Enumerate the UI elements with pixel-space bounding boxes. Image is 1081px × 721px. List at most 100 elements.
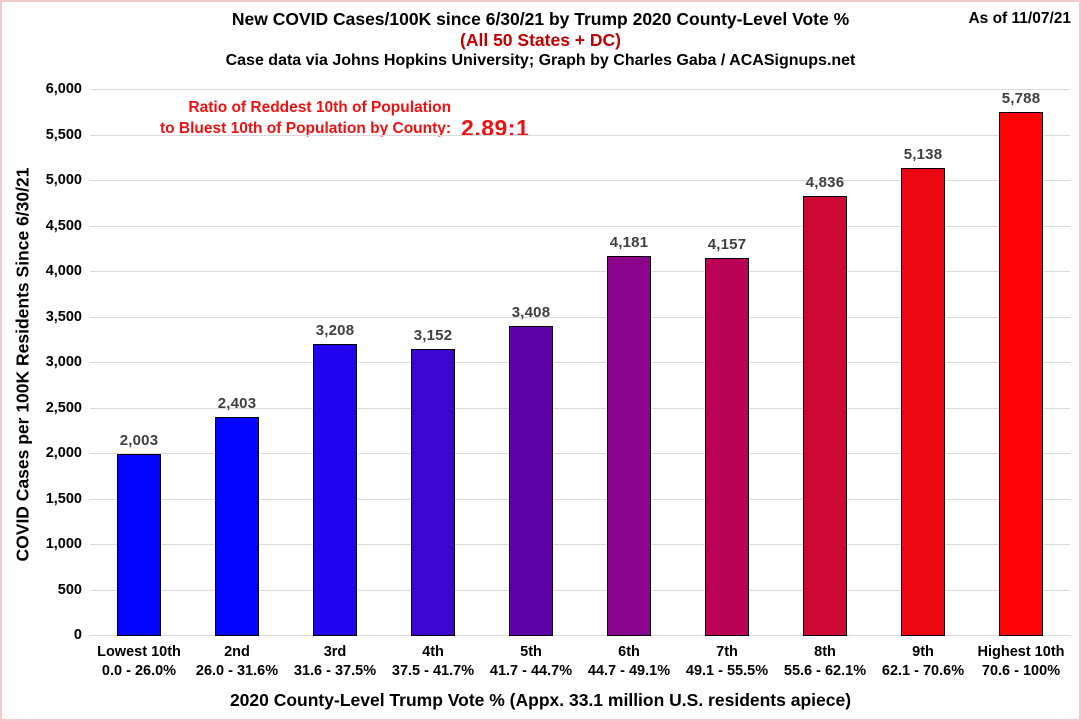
bar [705,257,749,636]
gridline-5500 [90,134,1070,136]
ratio-line-2: to Bluest 10th of Population by County: [160,119,452,137]
plot-area: 2,003 2,403 3,208 3,152 3,408 4,181 4,157 4,836… [90,89,1070,636]
x-tick-tier: 6th [618,644,640,660]
y-tick-label: 2,500 [45,399,82,416]
bar-slot: 3,152 [384,90,482,636]
y-tick-label: 500 [57,581,82,598]
x-tick-tier: 5th [520,644,542,660]
gridline-6000 [90,89,1070,90]
bar-value-label: 2,403 [217,395,257,413]
ratio-annotation: Ratio of Reddest 10th of Population to B… [160,98,530,141]
bar-value-label: 4,181 [609,233,649,251]
x-tick-range: 0.0 - 26.0% [101,663,177,680]
bar [901,168,945,636]
x-tick-label: 8th 55.6 - 62.1% [776,643,874,681]
x-tick-range: 41.7 - 44.7% [489,663,573,680]
x-tick-label: Lowest 10th 0.0 - 26.0% [90,643,188,681]
x-tick-label: 9th 62.1 - 70.6% [874,643,972,681]
bar [999,112,1043,636]
x-tick-range: 44.7 - 49.1% [587,663,671,680]
gridline-2000 [90,453,1070,454]
gridline-3000 [90,362,1070,363]
x-tick-tier: 8th [814,644,836,660]
y-tick-label: 3,500 [45,308,82,325]
y-tick-label: 6,000 [45,81,82,97]
bar-value-label: 4,157 [707,235,747,253]
bar-slot: 3,208 [286,90,384,636]
bar-value-label: 5,788 [1001,90,1041,107]
y-tick-label: 2,000 [45,445,82,461]
x-tick-range: 31.6 - 37.5% [293,663,377,680]
bar-slot: 5,788 [972,90,1070,636]
bar [509,325,553,636]
gridline-500 [90,589,1070,591]
gridline-5000 [90,180,1070,181]
ratio-annotation-text: Ratio of Reddest 10th of Population to B… [160,98,451,140]
bar [607,255,651,636]
y-axis-ticks: 0 500 1,000 1,500 2,000 2,500 3,000 3,500 4,000 4… [2,81,82,643]
bar-slot: 3,408 [482,90,580,636]
bar [117,453,161,636]
bar-slot: 5,138 [874,90,972,636]
x-tick-label: 3rd 31.6 - 37.5% [286,643,384,681]
bar-slot: 4,157 [678,90,776,636]
x-tick-label: 5th 41.7 - 44.7% [482,643,580,681]
y-tick-label: 5,500 [45,126,82,143]
x-tick-range: 55.6 - 62.1% [783,663,867,680]
bar-value-label: 3,408 [511,303,551,321]
x-tick-range: 49.1 - 55.5% [685,663,769,680]
chart-credit: Case data via Johns Hopkins University; … [225,52,856,69]
x-tick-tier: 7th [716,644,738,660]
x-tick-label: Highest 10th 70.6 - 100% [972,643,1070,681]
y-tick-label: 3,000 [45,354,82,370]
x-axis-ticks: Lowest 10th 0.0 - 26.0% 2nd 26.0 - 31.6% 3rd… [90,643,1070,681]
bar-value-label: 2,003 [119,431,159,449]
x-tick-tier: Highest 10th [977,644,1065,660]
chart-subtitle: (All 50 States + DC) [460,30,621,50]
gridline-1500 [90,498,1070,500]
x-tick-tier: 4th [422,644,444,660]
y-tick-label: 4,500 [45,217,82,234]
x-tick-tier: 9th [912,644,934,660]
bar-slot: 4,181 [580,90,678,636]
as-of-date: As of 11/07/21 [968,10,1071,27]
gridline-4000 [90,271,1070,272]
gridline-2500 [90,407,1070,409]
bar-series: 2,003 2,403 3,208 3,152 3,408 4,181 4,157 4,836… [90,90,1070,636]
chart-title: New COVID Cases/100K since 6/30/21 by Tr… [231,9,850,29]
bar-slot: 4,836 [776,90,874,636]
bar-slot: 2,003 [90,90,188,636]
x-tick-range: 62.1 - 70.6% [881,663,965,680]
ratio-line-1: Ratio of Reddest 10th of Population [188,99,452,116]
bar [803,195,847,636]
gridline-1000 [90,544,1070,545]
x-tick-label: 2nd 26.0 - 31.6% [188,643,286,681]
x-tick-label: 7th 49.1 - 55.5% [678,643,776,681]
x-tick-range: 70.6 - 100% [981,663,1061,680]
bar-value-label: 3,208 [315,322,355,340]
ratio-value: 2.89:1 [461,114,530,141]
bar [411,349,455,636]
x-tick-label: 4th 37.5 - 41.7% [384,643,482,681]
bar-value-label: 4,836 [805,173,845,191]
x-tick-tier: 3rd [323,644,347,660]
x-tick-tier: 2nd [224,644,250,660]
x-tick-range: 37.5 - 41.7% [391,663,475,680]
y-tick-label: 1,500 [45,490,82,507]
y-tick-label: 0 [73,627,82,643]
bar [215,417,259,636]
gridline-4500 [90,225,1070,227]
gridline-3500 [90,316,1070,318]
bar [313,344,357,636]
gridline-0 [90,635,1070,636]
x-tick-range: 26.0 - 31.6% [195,663,279,680]
y-tick-label: 4,000 [45,263,82,279]
x-axis-title: 2020 County-Level Trump Vote % (Appx. 33… [229,690,852,710]
y-tick-label: 1,000 [45,536,82,552]
bar-value-label: 3,152 [413,327,453,345]
bar-value-label: 5,138 [903,146,943,164]
x-tick-tier: Lowest 10th [97,644,181,660]
bar-slot: 2,403 [188,90,286,636]
x-tick-label: 6th 44.7 - 49.1% [580,643,678,681]
